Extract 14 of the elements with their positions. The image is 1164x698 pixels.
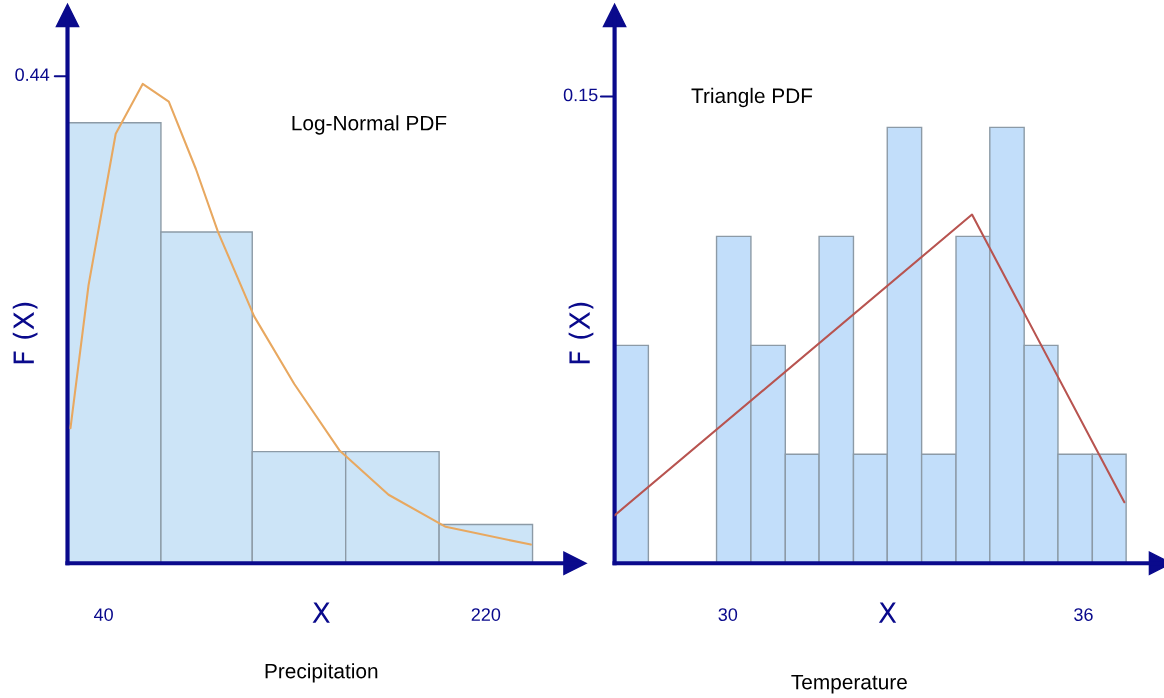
x-axis-title: X [878, 602, 897, 623]
text: 0.44 [15, 68, 50, 82]
text: Precipitation [265, 663, 378, 683]
annotation: Log-Normal PDF [292, 115, 447, 135]
x-tick-label: 30 [718, 608, 738, 621]
x-tick-label: 36 [1074, 608, 1093, 621]
text: Temperature [791, 674, 907, 694]
y-axis-title: F (X) [568, 302, 594, 364]
y-axis-title: F (X) [12, 302, 38, 364]
x-axis-title: X [312, 602, 330, 623]
text: Triangle PDF [691, 87, 813, 108]
x-tick-label: 220 [471, 608, 501, 621]
annotation: 0.15 [563, 88, 598, 102]
x-tick-label: 40 [93, 608, 113, 621]
